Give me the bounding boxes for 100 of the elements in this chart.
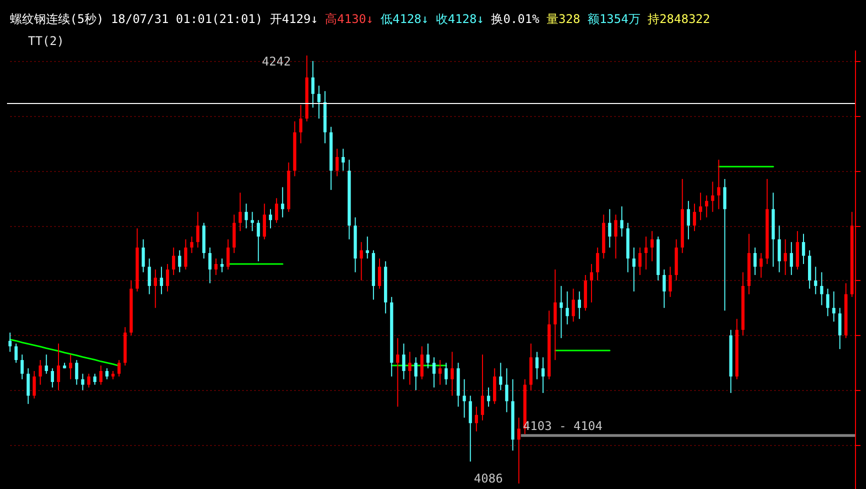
candlestick [668,266,672,298]
candlestick [190,236,194,254]
candlestick [711,181,714,212]
candlestick [590,264,594,303]
candlestick [778,225,781,273]
candlestick [378,258,382,290]
candlestick [342,148,345,172]
text: 高4130↓ [325,12,374,26]
candlestick [638,247,642,276]
candlestick [480,354,484,421]
text: 收4128↓ [436,12,484,26]
candlestick [408,351,412,386]
candlestick [166,264,170,292]
chart-subtitle: TT(2) [28,34,64,48]
candlestick [311,60,314,108]
candlestick [572,288,575,322]
candlestick [56,343,60,391]
candlestick [208,247,212,284]
candlestick [274,198,278,224]
candlestick [414,356,418,391]
candlestick [717,159,720,210]
candlestick [686,200,690,240]
candlestick [608,208,612,248]
candlestick [299,104,302,144]
text: 持2848322 [648,12,710,26]
candlestick [99,365,102,386]
candlestick [14,343,18,364]
candlestick [402,343,406,380]
candlestick [662,269,666,308]
candlestick [723,178,726,312]
candlestick [554,269,557,361]
candlestick [578,290,581,320]
candlestick [832,290,836,322]
candlestick [81,373,84,391]
candlestick [69,354,72,380]
candlestick [214,258,218,276]
candlestick [760,252,763,278]
candlestick [32,370,36,399]
candlestick [692,203,696,232]
candlestick [142,238,145,273]
candlestick [226,238,230,270]
text: 开4129↓ [270,12,318,26]
text: 额1354万 [587,12,640,26]
candlestick [505,368,508,413]
candlestick [698,192,702,221]
candlestick [517,417,520,484]
candlestick [196,211,200,248]
candlestick [172,247,176,276]
candlestick [596,247,600,281]
candlestick [650,230,654,262]
candlestick [444,362,448,386]
candlestick [644,236,648,270]
candlestick [268,208,272,229]
candlestick [75,360,78,386]
candlestick [535,351,539,380]
annotation: 4242 [262,54,291,68]
candlestick [8,332,12,352]
candlestick [93,373,96,386]
candlestick [814,266,818,295]
candlestick [281,186,284,218]
candlestick [178,250,182,273]
annotation: 4086 [474,472,503,486]
candlestick [838,307,842,350]
candlestick [38,360,42,386]
candlestick [826,288,830,317]
candlestick [420,346,424,380]
candlestick [244,203,248,229]
candlestick [790,242,793,276]
candlestick [632,247,636,292]
candlestick [117,360,121,378]
chart-title: 螺纹钢连续(5秒) 18/07/31 01:01(21:01) [10,12,263,26]
candlestick [432,356,436,388]
candlestick [184,238,188,270]
candlestick [820,272,824,306]
candlestick [160,266,164,295]
text: 换0.01% [491,12,540,26]
candlestick [50,368,54,388]
candlestick [105,368,109,380]
candlestick [474,406,478,432]
candlestick [250,211,254,232]
candlestick [317,85,321,120]
candlestick [784,238,787,276]
text: 量328 [546,12,580,26]
candlestick [148,258,151,295]
candlestick [438,360,442,386]
candlestick [802,233,806,265]
candlestick [154,269,157,308]
candlestick [256,220,260,262]
candlestick [541,356,545,394]
candlestick [620,206,624,238]
candlestick [360,242,363,281]
candlestick [44,354,48,374]
candlestick [396,338,400,408]
candlestick [468,395,472,462]
candlestick [499,362,502,391]
candlestick [450,351,454,396]
candlestick [336,148,339,177]
candlestick [705,194,708,218]
candlestick [426,343,430,369]
candlestick [486,386,490,408]
